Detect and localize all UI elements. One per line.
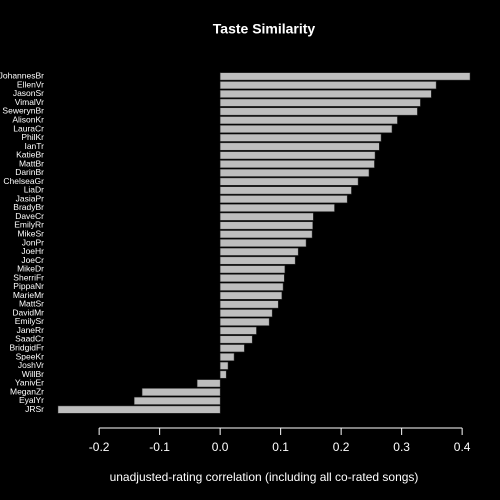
bar xyxy=(219,282,284,291)
bar xyxy=(219,361,229,370)
bar xyxy=(219,142,380,151)
y-tick-label: KatieBr xyxy=(16,150,44,160)
y-tick-label: LauraCr xyxy=(13,123,44,133)
y-tick-label: MattBr xyxy=(19,158,44,168)
bar xyxy=(219,177,359,186)
bar xyxy=(219,89,432,98)
y-tick-label: SherriFr xyxy=(13,272,44,282)
y-tick-label: JoeHr xyxy=(21,246,44,256)
y-tick-label: MeganZr xyxy=(10,386,44,396)
bar xyxy=(219,186,352,195)
y-tick-label: MarieMr xyxy=(13,290,44,300)
y-tick-label: SpeeKr xyxy=(16,351,45,361)
y-tick-label: VimalVr xyxy=(15,97,44,107)
bar xyxy=(219,247,299,256)
y-tick-label: JaneRr xyxy=(17,325,45,335)
bar xyxy=(219,98,421,107)
y-tick-label: MikeDr xyxy=(17,264,44,274)
chart-title: Taste Similarity xyxy=(213,21,316,37)
y-tick-label: DaveCr xyxy=(15,211,44,221)
y-tick-label: JohannesBr xyxy=(0,71,44,81)
bar xyxy=(219,353,235,361)
y-tick-label: EllenVr xyxy=(17,79,44,89)
y-tick-label: JoshVr xyxy=(18,360,44,370)
y-tick-label: MattSr xyxy=(19,299,44,309)
y-tick-label: IanTr xyxy=(24,141,44,151)
bar xyxy=(219,344,245,353)
bar xyxy=(219,317,270,326)
y-tick-label: PhilKr xyxy=(21,132,44,142)
x-tick-label: 0.1 xyxy=(272,440,289,454)
y-tick-label: LiaDr xyxy=(24,185,44,195)
y-tick-label: EyalYr xyxy=(19,395,44,405)
bar xyxy=(219,265,286,274)
bar xyxy=(219,133,382,142)
bar xyxy=(219,72,471,81)
x-axis-label: unadjusted-rating correlation (including… xyxy=(110,470,419,484)
y-tick-label: EmilyRr xyxy=(14,220,44,230)
bar xyxy=(141,388,221,397)
x-tick-label: 0.0 xyxy=(212,440,229,454)
bar xyxy=(219,116,398,125)
y-tick-label: SaadCr xyxy=(15,334,44,344)
bar xyxy=(219,203,335,212)
bar xyxy=(219,81,437,90)
bar xyxy=(219,291,283,300)
bar xyxy=(219,168,370,177)
x-tick-label: -0.1 xyxy=(149,440,170,454)
bar xyxy=(219,230,313,239)
bar xyxy=(219,212,314,221)
y-tick-label: JonPr xyxy=(22,237,44,247)
x-tick-label: 0.2 xyxy=(333,440,350,454)
y-tick-label: JRSr xyxy=(25,404,44,414)
x-tick-label: -0.2 xyxy=(89,440,110,454)
y-tick-label: SewerynBr xyxy=(2,106,44,116)
bar xyxy=(219,274,285,283)
bar xyxy=(219,370,227,379)
bar xyxy=(219,151,376,160)
bar xyxy=(219,326,257,335)
bar xyxy=(219,107,418,116)
bar xyxy=(219,256,296,265)
bar xyxy=(219,160,375,169)
y-tick-label: JoeCr xyxy=(21,255,44,265)
bar xyxy=(219,195,348,204)
y-tick-label: PippaNr xyxy=(13,281,44,291)
bar xyxy=(57,405,221,414)
y-tick-label: AlisonKr xyxy=(12,114,44,124)
bar xyxy=(219,300,279,309)
y-tick-label: BridgidFr xyxy=(10,342,45,352)
bar xyxy=(196,379,221,388)
y-tick-label: WillBr xyxy=(22,369,44,379)
y-tick-label: DavidMr xyxy=(12,307,44,317)
bar xyxy=(219,239,307,247)
y-tick-label: DarinBr xyxy=(15,167,44,177)
y-tick-label: JasiaPr xyxy=(16,193,45,203)
bar xyxy=(219,125,393,133)
x-tick-label: 0.4 xyxy=(454,440,471,454)
bar xyxy=(219,335,253,344)
bar xyxy=(219,309,273,318)
y-tick-label: YanivEr xyxy=(15,378,44,388)
x-tick-label: 0.3 xyxy=(393,440,410,454)
y-tick-label: BradyBr xyxy=(13,202,44,212)
y-tick-label: MikeSr xyxy=(18,228,45,238)
bar xyxy=(133,396,221,405)
y-tick-label: ChelseaGr xyxy=(3,176,44,186)
y-tick-label: EmilySr xyxy=(15,316,44,326)
y-tick-label: JasonSr xyxy=(13,88,44,98)
bar xyxy=(219,221,313,230)
